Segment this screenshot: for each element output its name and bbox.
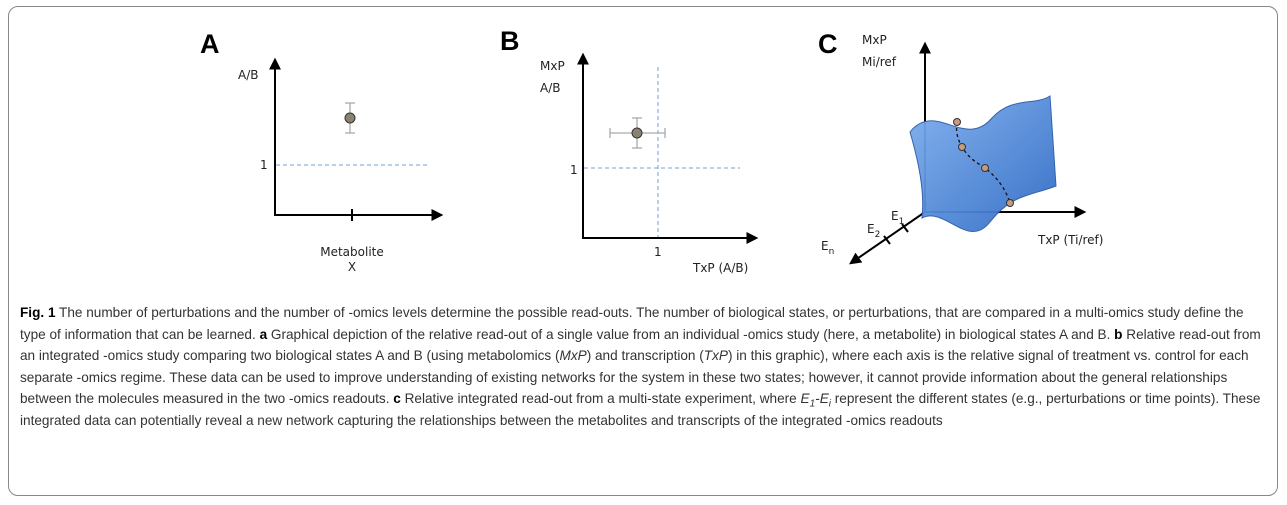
figure: A A/B 1 Metabolite X B MxP A/B 1 1 TxP (… [200, 26, 1103, 275]
tick-label: 1 [570, 163, 578, 177]
caption-text: Graphical depiction of the relative read… [267, 326, 1115, 342]
caption-text: The number of perturbations and the numb… [20, 305, 1244, 342]
axes [269, 57, 444, 221]
panel-b: B MxP A/B 1 1 TxP (A/B) [500, 26, 759, 275]
caption: Fig. 1 The number of perturbations and t… [20, 302, 1268, 431]
y-axis-label: A/B [540, 81, 560, 95]
state-label: E1 [891, 209, 904, 227]
state-sub: 1 [899, 217, 905, 227]
panel-ref: a [259, 326, 268, 342]
node [958, 143, 966, 151]
state-main: E [821, 239, 829, 253]
caption-text: ) and transcription ( [586, 348, 704, 363]
y-axis-label: MxP [540, 59, 565, 73]
panel-label: C [818, 29, 838, 59]
caption-term: TxP [703, 348, 728, 363]
caption-term: -E [815, 391, 829, 406]
tick [901, 223, 909, 233]
panel-ref: b [1114, 326, 1123, 342]
figure-frame [8, 6, 1278, 496]
network-curve [955, 121, 1011, 204]
point [344, 112, 356, 124]
y-axis-label: MxP [862, 33, 887, 47]
x-label: X [348, 260, 356, 274]
x-axis-label: TxP (A/B) [692, 261, 748, 275]
panel-ref: c [393, 391, 401, 406]
panel-a: A A/B 1 Metabolite X [200, 29, 444, 274]
caption-text: Relative integrated read-out from a mult… [400, 391, 801, 406]
state-sub: 2 [875, 230, 881, 240]
y-axis-label: Mi/ref [862, 55, 897, 69]
caption-text: represent the different states (e.g., pe… [20, 391, 1261, 428]
point [631, 127, 643, 139]
state-main: E [867, 222, 875, 236]
caption-subscript: i [828, 398, 831, 410]
x-axis-label: TxP (Ti/ref) [1037, 233, 1103, 247]
caption-term: MxP [559, 348, 587, 363]
caption-text: ) in this graphic), where each axis is t… [20, 348, 1249, 406]
state-sub: n [829, 247, 835, 257]
caption-subscript: 1 [809, 398, 816, 410]
node [981, 164, 989, 172]
x-label: Metabolite [320, 245, 384, 259]
panel-label: A [200, 29, 220, 59]
state-axis [849, 211, 926, 265]
state-label: E2 [867, 222, 880, 240]
tick-label: 1 [260, 158, 268, 172]
figure-label: Fig. 1 [20, 305, 56, 320]
panel-c: C MxP Mi/ref TxP (Ti/ref) E1 E2 En [818, 29, 1103, 265]
node [1006, 199, 1014, 207]
surface [909, 95, 1057, 232]
state-main: E [891, 209, 899, 223]
node [953, 118, 961, 126]
y-axis-label: A/B [238, 68, 258, 82]
panel-label: B [500, 26, 520, 56]
caption-term: E [800, 391, 810, 406]
tick [883, 235, 891, 245]
tick-label: 1 [654, 245, 662, 259]
axes [577, 52, 759, 244]
state-label: En [821, 239, 834, 257]
caption-text: Relative read-out from an integrated -om… [20, 326, 1261, 364]
